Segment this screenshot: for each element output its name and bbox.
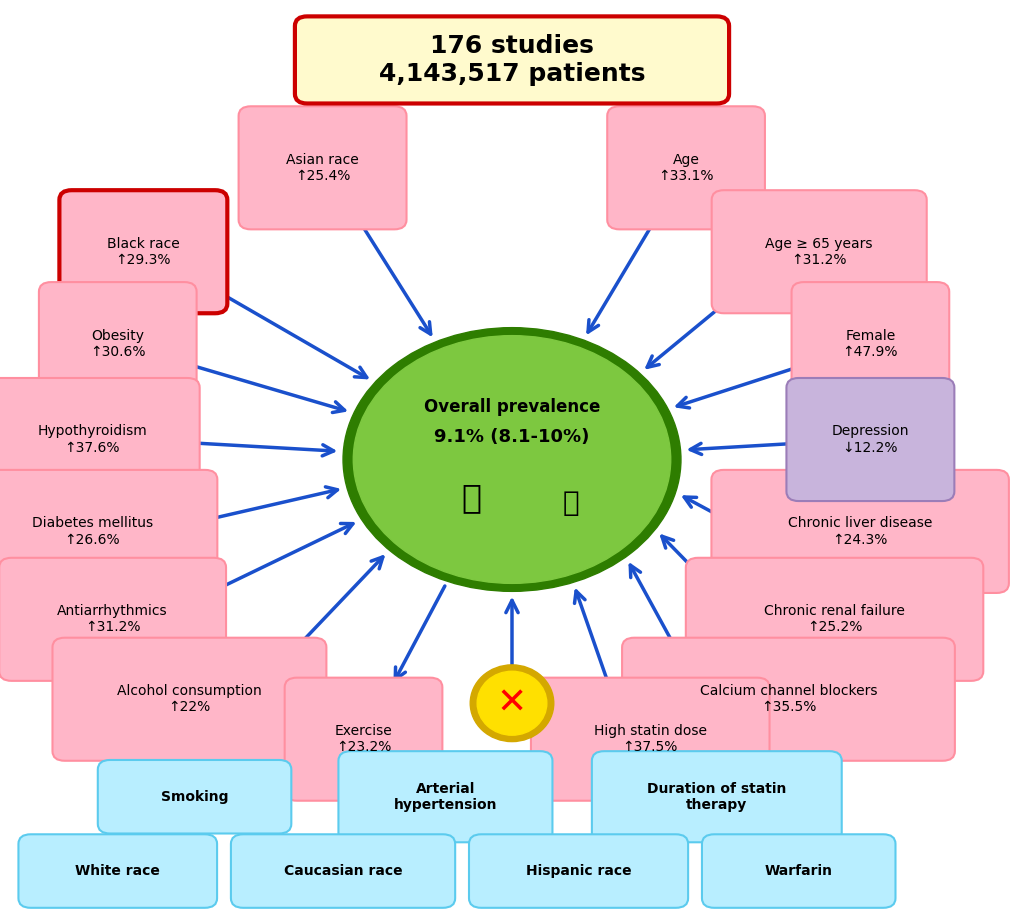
Text: 💊: 💊: [563, 490, 580, 517]
Text: 176 studies
4,143,517 patients: 176 studies 4,143,517 patients: [379, 34, 645, 85]
Text: Caucasian race: Caucasian race: [284, 864, 402, 878]
Text: White race: White race: [76, 864, 160, 878]
Ellipse shape: [477, 671, 547, 735]
Text: Hypothyroidism
↑37.6%: Hypothyroidism ↑37.6%: [37, 425, 147, 455]
Circle shape: [343, 328, 681, 591]
FancyBboxPatch shape: [792, 282, 949, 405]
Text: Obesity
↑30.6%: Obesity ↑30.6%: [90, 328, 145, 358]
FancyBboxPatch shape: [712, 470, 1009, 593]
Text: Asian race
↑25.4%: Asian race ↑25.4%: [286, 153, 359, 183]
Text: Smoking: Smoking: [161, 789, 228, 804]
FancyBboxPatch shape: [295, 17, 729, 104]
Text: Female
↑47.9%: Female ↑47.9%: [843, 328, 898, 358]
FancyBboxPatch shape: [18, 834, 217, 908]
FancyBboxPatch shape: [469, 834, 688, 908]
Text: Chronic liver disease
↑24.3%: Chronic liver disease ↑24.3%: [788, 516, 932, 547]
FancyBboxPatch shape: [607, 107, 765, 230]
FancyBboxPatch shape: [712, 190, 927, 313]
FancyBboxPatch shape: [98, 760, 291, 834]
FancyBboxPatch shape: [530, 677, 770, 800]
Text: Duration of statin
therapy: Duration of statin therapy: [647, 782, 786, 811]
Text: Antiarrhythmics
↑31.2%: Antiarrhythmics ↑31.2%: [57, 604, 168, 634]
FancyBboxPatch shape: [239, 107, 407, 230]
Circle shape: [353, 335, 671, 584]
Ellipse shape: [470, 664, 554, 742]
Text: ✕: ✕: [497, 686, 527, 720]
FancyBboxPatch shape: [702, 834, 895, 908]
Text: Chronic renal failure
↑25.2%: Chronic renal failure ↑25.2%: [764, 604, 905, 634]
Text: Exercise
↑23.2%: Exercise ↑23.2%: [335, 724, 392, 754]
Text: Hispanic race: Hispanic race: [525, 864, 632, 878]
Text: 9.1% (8.1-10%): 9.1% (8.1-10%): [434, 428, 590, 447]
Text: Calcium channel blockers
↑35.5%: Calcium channel blockers ↑35.5%: [699, 684, 878, 714]
Text: Diabetes mellitus
↑26.6%: Diabetes mellitus ↑26.6%: [32, 516, 153, 547]
FancyBboxPatch shape: [39, 282, 197, 405]
FancyBboxPatch shape: [686, 558, 983, 681]
FancyBboxPatch shape: [786, 378, 954, 501]
Text: Overall prevalence: Overall prevalence: [424, 399, 600, 416]
FancyBboxPatch shape: [231, 834, 455, 908]
Text: Warfarin: Warfarin: [765, 864, 833, 878]
Text: Age
↑33.1%: Age ↑33.1%: [658, 153, 714, 183]
Text: Alcohol consumption
↑22%: Alcohol consumption ↑22%: [117, 684, 262, 714]
FancyBboxPatch shape: [338, 751, 553, 843]
Text: Black race
↑29.3%: Black race ↑29.3%: [106, 236, 180, 267]
Text: High statin dose
↑37.5%: High statin dose ↑37.5%: [594, 724, 707, 754]
Text: Age ≥ 65 years
↑31.2%: Age ≥ 65 years ↑31.2%: [766, 236, 872, 267]
FancyBboxPatch shape: [0, 470, 217, 593]
FancyBboxPatch shape: [0, 558, 226, 681]
Text: 💊: 💊: [461, 482, 481, 515]
Text: Depression
↓12.2%: Depression ↓12.2%: [831, 425, 909, 455]
FancyBboxPatch shape: [622, 638, 954, 761]
FancyBboxPatch shape: [52, 638, 327, 761]
FancyBboxPatch shape: [0, 378, 200, 501]
FancyBboxPatch shape: [592, 751, 842, 843]
Text: Arterial
hypertension: Arterial hypertension: [393, 782, 498, 811]
FancyBboxPatch shape: [59, 190, 227, 313]
FancyBboxPatch shape: [285, 677, 442, 800]
